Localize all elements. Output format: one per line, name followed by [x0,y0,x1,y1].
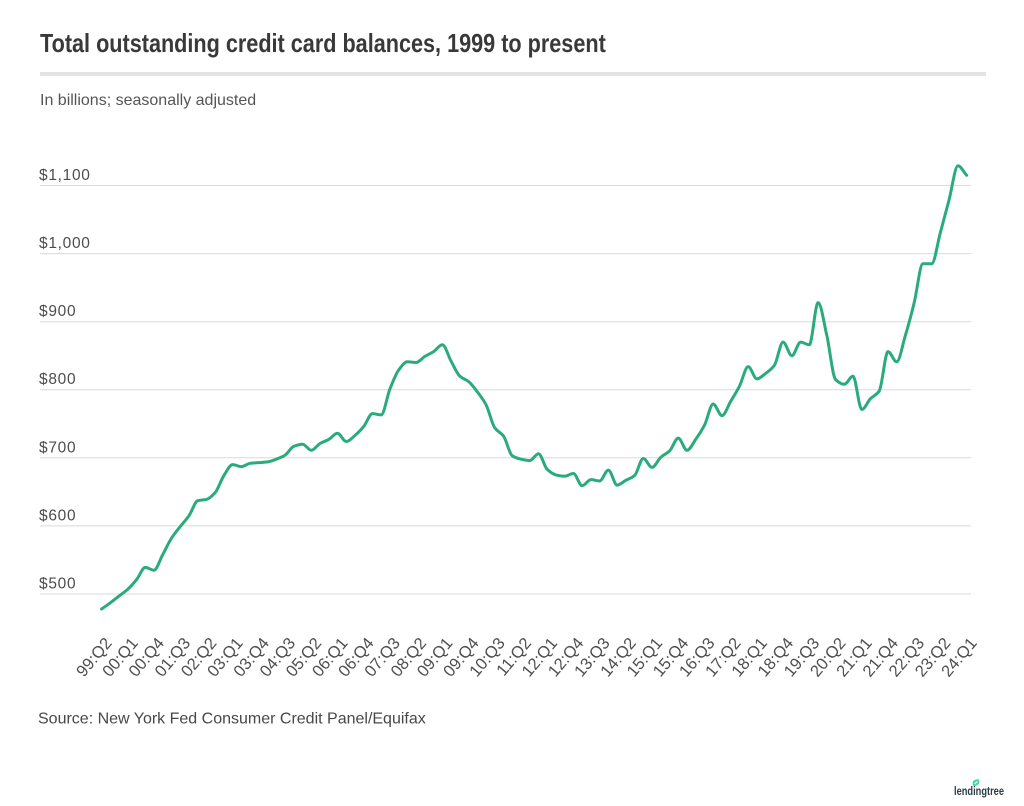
svg-text:$900: $900 [39,303,76,320]
svg-text:$1,100: $1,100 [39,167,91,184]
svg-text:$600: $600 [39,507,76,524]
svg-text:$700: $700 [39,439,76,456]
svg-text:$500: $500 [39,576,76,593]
svg-text:lendingtree: lendingtree [954,786,1004,798]
svg-text:$800: $800 [39,371,76,388]
svg-text:Source: New York Fed Consumer: Source: New York Fed Consumer Credit Pan… [38,711,426,728]
svg-text:$1,000: $1,000 [39,235,91,252]
